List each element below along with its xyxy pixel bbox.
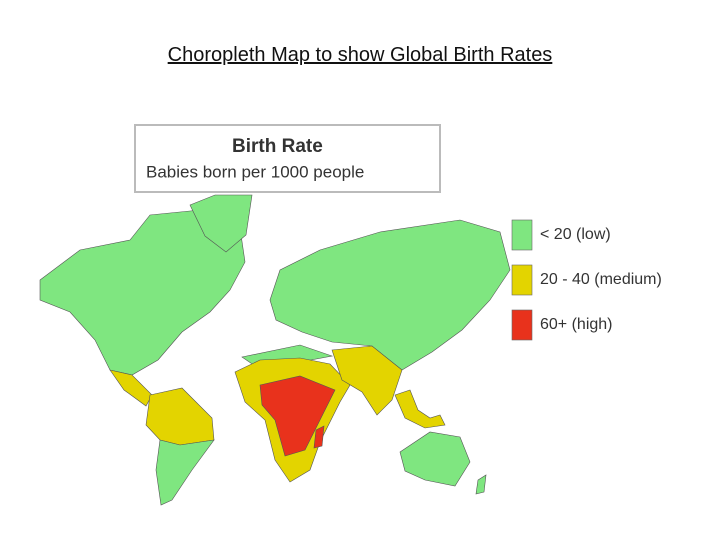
region [331, 345, 403, 416]
region [394, 389, 446, 429]
region [145, 387, 215, 446]
land [39, 194, 511, 506]
region [155, 439, 215, 506]
legend-label: 60+ (high) [540, 316, 613, 333]
region [259, 375, 336, 457]
slide-title: Choropleth Map to show Global Birth Rate… [167, 44, 553, 66]
legend: < 20 (low) 20 - 40 (medium) 60+ (high) [511, 219, 662, 341]
legend-box [134, 124, 441, 193]
legend-swatch [511, 264, 533, 296]
legend-label: 20 - 40 (medium) [540, 271, 662, 288]
legend-title: Birth Rate [232, 136, 323, 157]
legend-swatch [511, 309, 533, 341]
region [109, 369, 153, 407]
region [269, 219, 511, 371]
region [189, 194, 253, 253]
legend-subtitle: Babies born per 1000 people [146, 162, 364, 181]
region [475, 474, 487, 495]
legend-label: < 20 (low) [540, 226, 611, 243]
region [399, 431, 471, 487]
region [39, 209, 246, 376]
region [313, 425, 325, 449]
legend-swatch [511, 219, 533, 251]
